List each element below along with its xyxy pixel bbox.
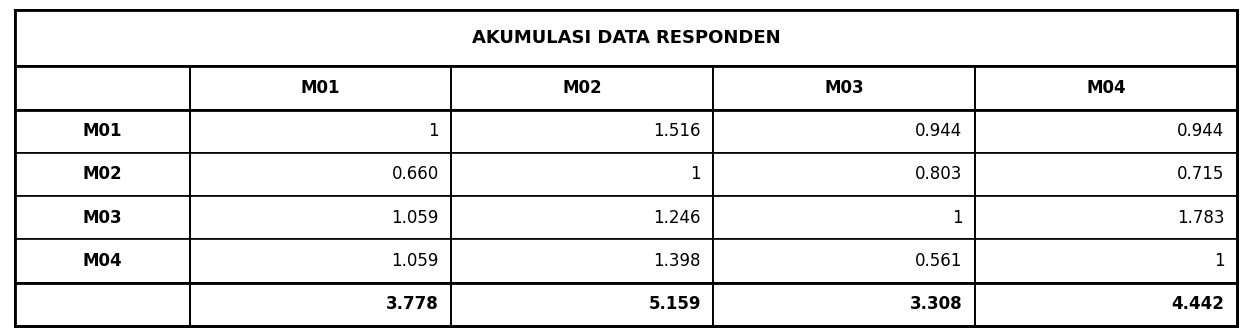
Bar [452, 239, 714, 283]
Text: M02: M02 [83, 166, 123, 183]
Bar [452, 196, 714, 239]
Text: 0.944: 0.944 [1177, 122, 1224, 140]
Bar [714, 66, 975, 110]
Text: M01: M01 [300, 79, 341, 97]
Text: M02: M02 [562, 79, 602, 97]
Text: 4.442: 4.442 [1172, 295, 1224, 313]
Bar [714, 239, 975, 283]
Text: 1.783: 1.783 [1177, 209, 1224, 227]
Bar [975, 196, 1237, 239]
Bar [189, 110, 452, 153]
Bar [975, 153, 1237, 196]
Text: 1: 1 [952, 209, 963, 227]
Text: 0.803: 0.803 [915, 166, 963, 183]
Text: 1.059: 1.059 [392, 209, 439, 227]
Bar [975, 239, 1237, 283]
Bar [189, 66, 452, 110]
Bar [189, 283, 452, 326]
Bar [15, 110, 189, 153]
Text: 1: 1 [1214, 252, 1224, 270]
Bar [15, 239, 189, 283]
Bar [189, 196, 452, 239]
Text: 0.715: 0.715 [1177, 166, 1224, 183]
Bar [975, 283, 1237, 326]
Bar [975, 110, 1237, 153]
Text: 5.159: 5.159 [649, 295, 701, 313]
Text: 1.059: 1.059 [392, 252, 439, 270]
Bar [15, 196, 189, 239]
Text: 3.308: 3.308 [910, 295, 963, 313]
Bar [452, 66, 714, 110]
Text: 1.516: 1.516 [654, 122, 701, 140]
Text: M03: M03 [83, 209, 123, 227]
Bar [189, 239, 452, 283]
Bar [714, 283, 975, 326]
Text: M04: M04 [1087, 79, 1126, 97]
Bar [714, 153, 975, 196]
Text: M03: M03 [824, 79, 864, 97]
Text: AKUMULASI DATA RESPONDEN: AKUMULASI DATA RESPONDEN [472, 29, 780, 47]
Text: 1: 1 [690, 166, 701, 183]
Bar [452, 283, 714, 326]
Bar [15, 153, 189, 196]
Bar [714, 196, 975, 239]
Text: 0.944: 0.944 [915, 122, 963, 140]
Bar [15, 66, 189, 110]
Bar [714, 110, 975, 153]
Text: 0.561: 0.561 [915, 252, 963, 270]
Bar [15, 10, 1237, 66]
Bar [452, 153, 714, 196]
Bar [452, 110, 714, 153]
Text: 1.246: 1.246 [654, 209, 701, 227]
Text: 1.398: 1.398 [654, 252, 701, 270]
Bar [189, 153, 452, 196]
Text: M01: M01 [83, 122, 121, 140]
Text: M04: M04 [83, 252, 123, 270]
Text: 0.660: 0.660 [392, 166, 439, 183]
Bar [15, 283, 189, 326]
Text: 1: 1 [428, 122, 439, 140]
Text: 3.778: 3.778 [386, 295, 439, 313]
Bar [975, 66, 1237, 110]
